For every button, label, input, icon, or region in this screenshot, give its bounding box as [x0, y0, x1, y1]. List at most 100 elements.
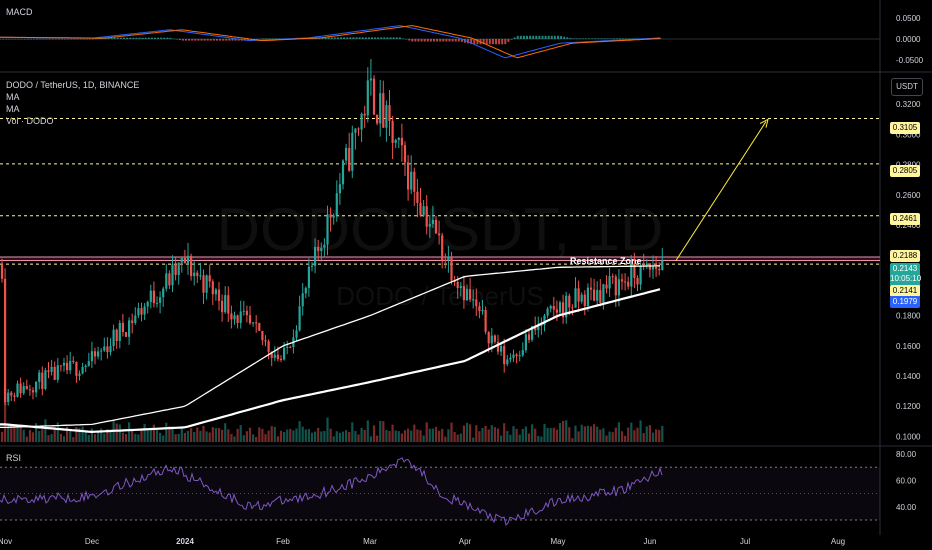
- candle-body: [506, 359, 509, 365]
- volume-bar: [109, 431, 112, 442]
- candle-body: [124, 332, 128, 337]
- macd-bar: [144, 37, 147, 39]
- volume-bar: [78, 428, 81, 442]
- candle-body: [475, 299, 478, 307]
- candle-body: [447, 257, 450, 261]
- volume-bar: [25, 436, 28, 442]
- volume-bar: [31, 432, 35, 442]
- volume-bar: [357, 434, 360, 442]
- volume-bar: [16, 426, 19, 442]
- volume-bar: [459, 433, 462, 442]
- x-tick-label: Jul: [740, 537, 750, 546]
- volume-bar: [205, 431, 208, 442]
- volume-bar: [211, 427, 214, 442]
- y-tick-label: 0.1400: [896, 372, 921, 381]
- volume-bar: [345, 430, 348, 442]
- volume-bar: [512, 426, 515, 442]
- candle-body: [115, 329, 118, 341]
- unit-selector[interactable]: USDT: [891, 78, 923, 96]
- macd-bar: [473, 39, 476, 45]
- macd-bar: [535, 35, 538, 39]
- volume-bar: [434, 426, 438, 442]
- macd-bar: [420, 39, 423, 42]
- volume-bar: [168, 426, 171, 442]
- volume-bar: [509, 434, 512, 442]
- indicator-ma-2[interactable]: MA: [6, 104, 20, 114]
- candle-body: [655, 266, 658, 269]
- volume-bar: [586, 425, 589, 442]
- volume-bar: [261, 428, 264, 442]
- macd-bar: [501, 39, 504, 45]
- volume-bar: [419, 430, 422, 442]
- volume-bar: [422, 435, 425, 442]
- candle-body: [103, 346, 106, 351]
- volume-bar: [444, 436, 447, 442]
- candle-body: [407, 162, 410, 190]
- macd-bar: [600, 38, 603, 39]
- macd-bar: [54, 39, 57, 40]
- candle-body: [301, 293, 304, 307]
- y-tick-label: 0.2600: [896, 191, 921, 200]
- volume-bar: [35, 423, 38, 442]
- macd-bar: [17, 39, 20, 40]
- macd-bar: [237, 39, 240, 41]
- candle-body: [450, 257, 453, 281]
- candle-body: [400, 137, 403, 146]
- volume-bar: [661, 425, 664, 442]
- y-tick-label: 0.1600: [896, 342, 921, 351]
- volume-bar: [72, 437, 75, 442]
- macd-bar: [383, 37, 386, 39]
- volume-bar: [543, 423, 546, 442]
- candle-body: [255, 322, 258, 324]
- candle-body: [372, 78, 376, 115]
- volume-bar: [624, 435, 627, 442]
- candle-body: [121, 322, 124, 333]
- candle-body: [487, 331, 490, 344]
- indicator-ma-1[interactable]: MA: [6, 92, 20, 102]
- macd-bar: [212, 39, 215, 41]
- candle-body: [512, 354, 515, 358]
- ma-200-line: [0, 288, 661, 434]
- candle-body: [326, 214, 329, 245]
- y-tick-label: 0.3200: [896, 100, 921, 109]
- macd-bar: [392, 37, 395, 39]
- volume-bar: [639, 420, 642, 442]
- x-tick-label: 2024: [176, 537, 194, 546]
- candle-body: [131, 320, 134, 323]
- symbol-title[interactable]: DODO / TetherUS, 1D, BINANCE: [6, 80, 140, 90]
- candle-body: [87, 361, 90, 366]
- macd-bar: [488, 39, 491, 45]
- macd-bar: [73, 39, 76, 40]
- macd-bar: [377, 37, 380, 39]
- macd-bar: [457, 39, 460, 42]
- macd-bar: [343, 37, 346, 39]
- macd-bar: [88, 39, 91, 40]
- macd-bar: [504, 39, 507, 45]
- volume-bar: [338, 432, 341, 442]
- macd-bar: [324, 37, 327, 39]
- indicator-volume[interactable]: Vol · DODO: [6, 116, 54, 126]
- volume-bar: [496, 428, 500, 442]
- volume-bar: [146, 428, 149, 442]
- volume-bar: [577, 431, 580, 442]
- candle-body: [28, 389, 31, 391]
- price-tag-support: 0.2141: [890, 285, 920, 297]
- candle-body: [438, 233, 441, 236]
- macd-bar: [8, 39, 11, 40]
- candle-body: [307, 266, 310, 288]
- macd-bar: [113, 37, 116, 39]
- candle-body: [53, 366, 56, 380]
- candle-body: [13, 395, 16, 397]
- volume-bar: [162, 435, 165, 442]
- volume-bar: [56, 422, 59, 442]
- volume-bar: [196, 427, 199, 442]
- candle-body: [338, 184, 341, 194]
- volume-bar: [599, 429, 602, 442]
- macd-bar: [423, 39, 426, 42]
- macd-bar: [470, 39, 473, 45]
- candle-body: [146, 301, 149, 307]
- volume-bar: [351, 422, 354, 442]
- y-tick-label: 0.1000: [896, 432, 921, 441]
- volume-bar: [651, 432, 655, 442]
